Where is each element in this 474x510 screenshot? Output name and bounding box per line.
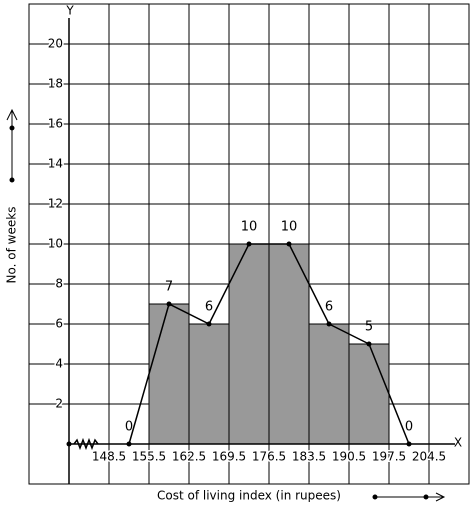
y-tick-label: 14 xyxy=(48,157,63,171)
polygon-vertex xyxy=(166,301,172,307)
polygon-vertex xyxy=(366,341,372,347)
y-tick-label: 2 xyxy=(55,397,63,411)
x-axis-name: X xyxy=(454,436,462,450)
y-axis-name: Y xyxy=(65,4,74,18)
polygon-vertex xyxy=(126,441,132,447)
data-label: 5 xyxy=(365,320,373,335)
decorative-arrows xyxy=(6,108,446,502)
x-tick-label: 169.5 xyxy=(212,450,246,464)
data-label: 10 xyxy=(281,220,298,235)
x-tick-label: 204.5 xyxy=(412,450,446,464)
x-tick-label: 148.5 xyxy=(92,450,126,464)
y-tick-label: 6 xyxy=(55,317,63,331)
axis-break xyxy=(73,437,99,451)
y-tick-label: 8 xyxy=(55,277,63,291)
data-label: 0 xyxy=(125,420,133,435)
origin-dot xyxy=(66,441,72,447)
data-label: 10 xyxy=(241,220,258,235)
y-tick-label: 10 xyxy=(48,237,63,251)
y-tick-label: 12 xyxy=(48,197,63,211)
y-tick-label: 18 xyxy=(48,77,63,91)
y-tick-label: 20 xyxy=(48,37,63,51)
bar xyxy=(308,323,350,445)
bar xyxy=(348,343,390,445)
y-axis-title: No. of weeks xyxy=(5,207,19,284)
y-tick-label: 16 xyxy=(48,117,63,131)
data-label: 0 xyxy=(405,420,413,435)
x-tick-label: 176.5 xyxy=(252,450,286,464)
polygon-vertex xyxy=(286,241,292,247)
bar xyxy=(268,243,310,445)
frequency-polygon xyxy=(128,243,410,445)
bar xyxy=(188,323,230,445)
x-tick-label: 162.5 xyxy=(172,450,206,464)
polygon-vertex xyxy=(246,241,252,247)
data-label: 7 xyxy=(165,280,173,295)
x-axis-title: Cost of living index (in rupees) xyxy=(157,489,341,503)
y-tick-label: 4 xyxy=(55,357,63,371)
bar xyxy=(228,243,270,445)
data-label: 6 xyxy=(325,300,333,315)
polygon-vertex xyxy=(406,441,412,447)
polygon-vertex xyxy=(326,321,332,327)
x-tick-label: 155.5 xyxy=(132,450,166,464)
polygon-vertex xyxy=(206,321,212,327)
bar xyxy=(148,303,190,445)
x-tick-label: 183.5 xyxy=(292,450,326,464)
data-label: 6 xyxy=(205,300,213,315)
x-tick-label: 190.5 xyxy=(332,450,366,464)
x-tick-label: 197.5 xyxy=(372,450,406,464)
